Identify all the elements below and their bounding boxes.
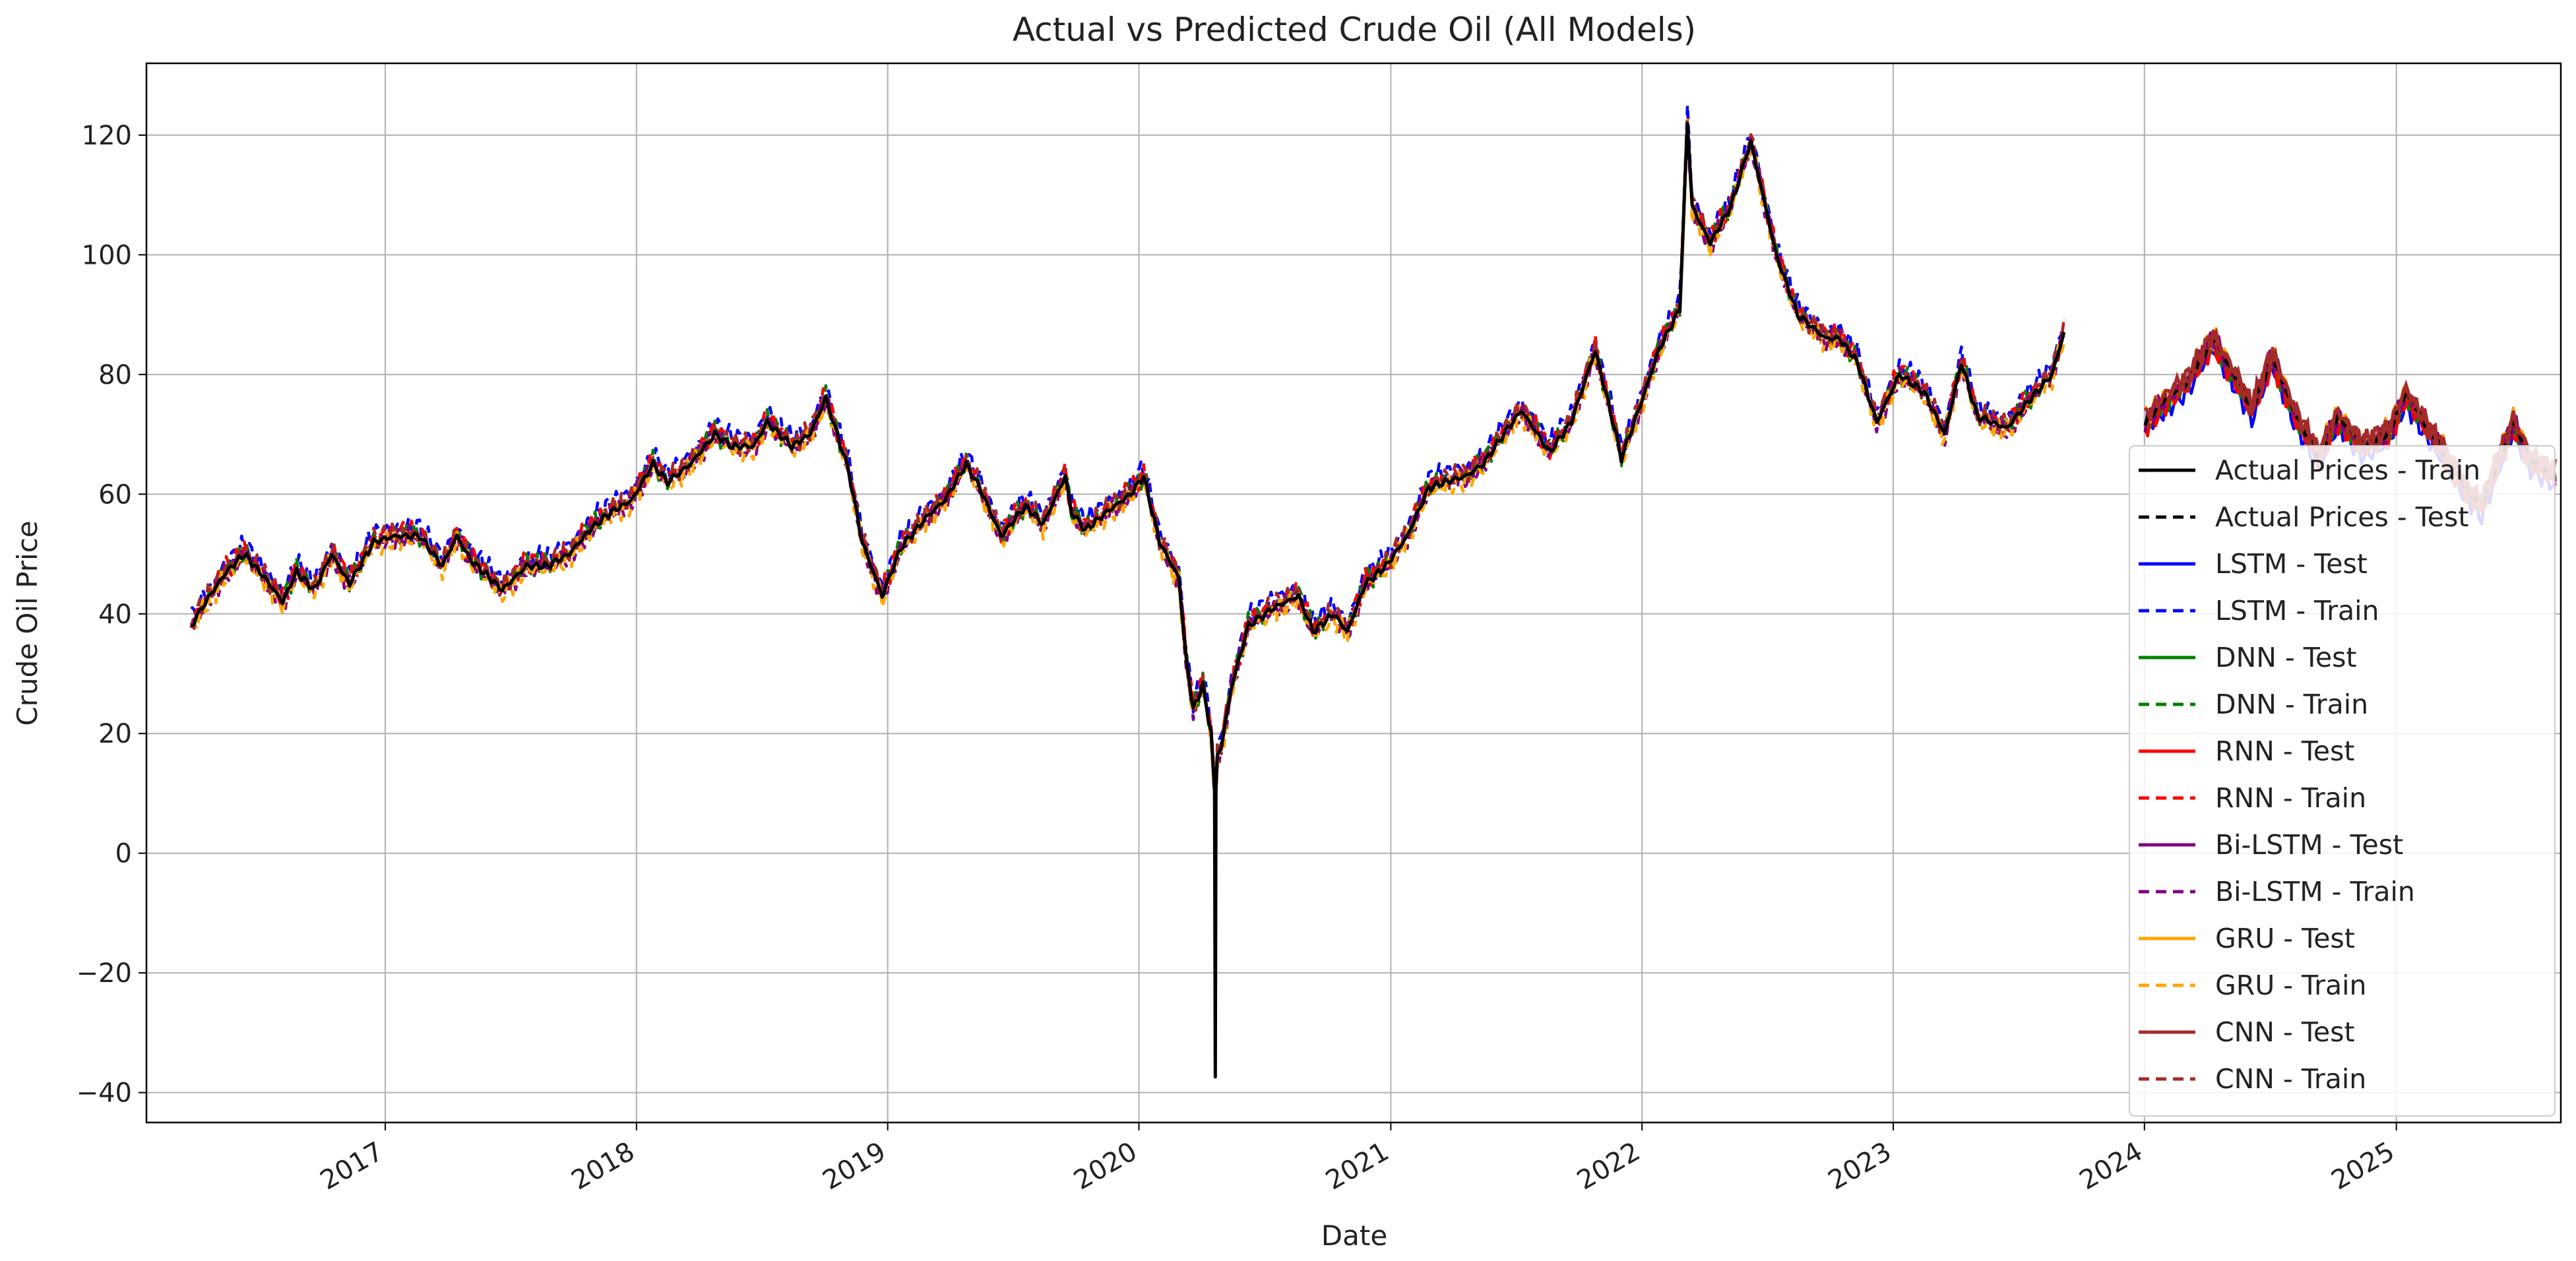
legend-label: GRU - Train — [2215, 969, 2367, 1001]
legend-label: Bi-LSTM - Test — [2215, 829, 2403, 861]
y-tick-label: −20 — [77, 958, 132, 989]
series-line — [189, 127, 2065, 809]
x-tick-label: 2022 — [1572, 1136, 1645, 1196]
plot-frame — [145, 62, 2562, 1124]
x-tick-label: 2024 — [2075, 1136, 2148, 1196]
x-axis: 2017 2018 2019 2020 2021 2022 2023 2024 2025 — [315, 1123, 2400, 1196]
x-tick-label: 2025 — [2326, 1136, 2399, 1196]
series-line — [190, 116, 2065, 801]
legend-label: CNN - Train — [2215, 1063, 2366, 1095]
y-tick-label: 20 — [98, 719, 132, 749]
x-tick-label: 2020 — [1069, 1136, 1142, 1196]
y-axis: −40 −20 0 20 40 60 80 100 120 — [77, 121, 146, 1109]
legend: Actual Prices - Train Actual Prices - Tes… — [2129, 445, 2556, 1117]
x-tick-label: 2017 — [315, 1136, 389, 1196]
legend-label: LSTM - Test — [2215, 548, 2368, 580]
y-tick-label: 40 — [98, 600, 132, 630]
series-line — [189, 121, 2065, 807]
y-tick-label: 120 — [82, 121, 132, 151]
legend-label: RNN - Test — [2215, 735, 2354, 767]
y-tick-label: 100 — [82, 240, 132, 270]
series-line — [190, 122, 2066, 1079]
x-tick-label: 2023 — [1823, 1136, 1897, 1196]
x-axis-label: Date — [1321, 1219, 1387, 1252]
legend-label: Actual Prices - Test — [2215, 501, 2468, 533]
legend-label: GRU - Test — [2215, 923, 2355, 954]
series-line — [190, 104, 2065, 790]
legend-label: DNN - Test — [2215, 642, 2357, 673]
legend-label: CNN - Test — [2215, 1016, 2355, 1048]
y-tick-label: 80 — [98, 360, 132, 390]
chart-title: Actual vs Predicted Crude Oil (All Model… — [1013, 11, 1696, 49]
x-tick-label: 2019 — [818, 1136, 891, 1196]
legend-label: LSTM - Train — [2215, 595, 2379, 627]
y-tick-label: 0 — [115, 839, 132, 869]
legend-box — [2129, 445, 2556, 1117]
series-line — [190, 120, 2065, 809]
legend-label: Actual Prices - Train — [2215, 454, 2480, 486]
y-axis-label: Crude Oil Price — [11, 520, 44, 725]
y-tick-label: −40 — [77, 1078, 132, 1109]
x-tick-label: 2018 — [567, 1136, 640, 1196]
series-line — [189, 120, 2065, 814]
legend-label: Bi-LSTM - Train — [2215, 876, 2415, 907]
x-tick-label: 2021 — [1321, 1136, 1394, 1196]
legend-label: DNN - Train — [2215, 689, 2368, 720]
legend-label: RNN - Train — [2215, 782, 2366, 814]
y-tick-label: 60 — [98, 479, 132, 510]
